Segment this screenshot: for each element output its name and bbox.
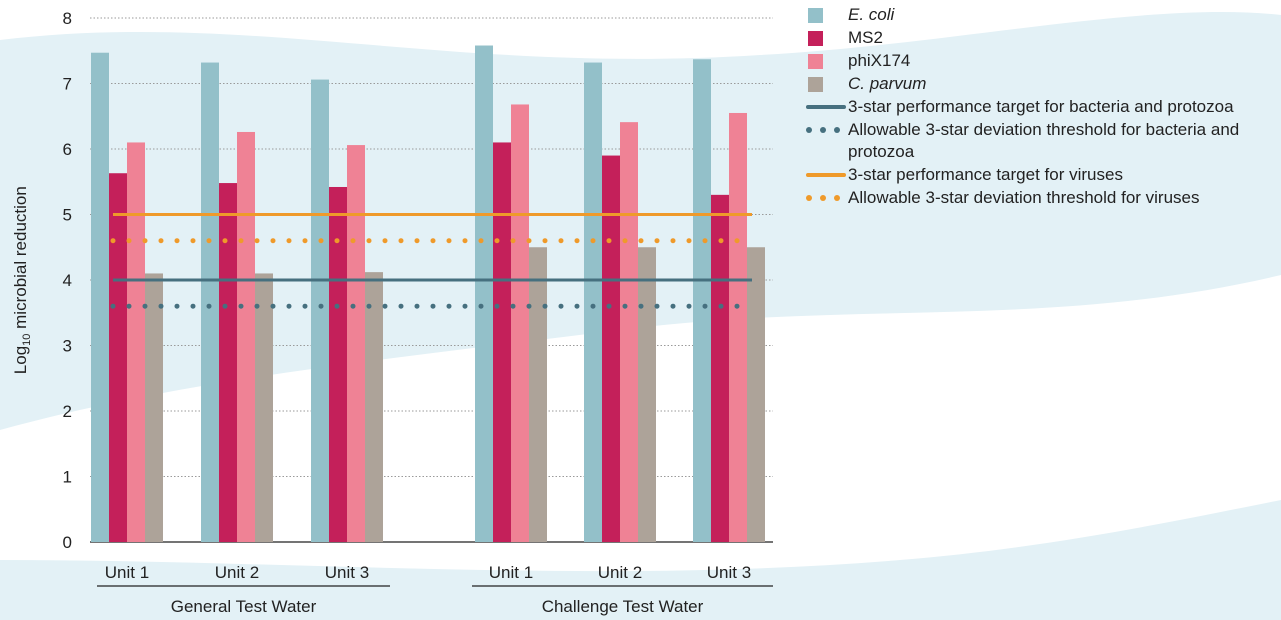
legend-swatch (804, 4, 848, 26)
bar-c-parvum (747, 247, 765, 542)
swatch-phix174 (808, 54, 823, 69)
legend-item-phix174: phiX174 (804, 50, 1274, 72)
group-label: General Test Water (171, 597, 317, 616)
bar-phix174 (620, 122, 638, 543)
bar-phix174 (511, 104, 529, 543)
legend-swatch (804, 27, 848, 49)
swatch-cparvum (808, 77, 823, 92)
y-tick-label: 2 (63, 402, 72, 421)
bar-e-coli (475, 45, 493, 542)
legend-label: Allowable 3-star deviation threshold for… (848, 120, 1240, 161)
bar-c-parvum (529, 247, 547, 542)
bar-ms2 (109, 173, 127, 543)
legend-item-threshold-bacteria: Allowable 3-star deviation threshold for… (804, 119, 1274, 163)
legend-item-target-bacteria: 3-star performance target for bacteria a… (804, 96, 1274, 118)
legend-swatch (804, 119, 848, 141)
bar-e-coli (693, 59, 711, 542)
legend-swatch (804, 73, 848, 95)
legend-label: 3-star performance target for bacteria a… (848, 97, 1234, 116)
legend-label: MS2 (848, 28, 883, 47)
y-tick-label: 0 (63, 533, 72, 552)
legend-swatch (804, 187, 848, 209)
y-axis-label: Log10 microbial reduction (11, 186, 33, 374)
y-axis-label-prefix: Log (10, 345, 30, 375)
legend-label: Allowable 3-star deviation threshold for… (848, 188, 1200, 207)
y-tick-label: 7 (63, 75, 72, 94)
legend-item-ms2: MS2 (804, 27, 1274, 49)
bars (91, 45, 765, 543)
x-tick-label: Unit 3 (707, 563, 751, 582)
bar-ms2 (219, 183, 237, 542)
x-tick-label: Unit 1 (105, 563, 149, 582)
bar-c-parvum (255, 273, 273, 542)
y-tick-label: 4 (63, 271, 72, 290)
swatch-ms2 (808, 31, 823, 46)
bar-ms2 (602, 155, 620, 543)
bar-phix174 (127, 142, 145, 542)
y-tick-label: 3 (63, 337, 72, 356)
legend-swatch (804, 164, 848, 186)
legend-dot (820, 195, 826, 201)
y-tick-label: 1 (63, 468, 72, 487)
x-tick-label: Unit 2 (598, 563, 642, 582)
bar-c-parvum (145, 273, 163, 542)
bar-e-coli (584, 62, 602, 542)
bar-e-coli (201, 62, 219, 542)
swatch-ecoli (808, 8, 823, 23)
reference-lines (110, 213, 755, 309)
legend-dot (806, 127, 812, 133)
legend-dot (834, 195, 840, 201)
legend-label: 3-star performance target for viruses (848, 165, 1123, 184)
legend-item-cparvum: C. parvum (804, 73, 1274, 95)
dotted-line-swatch (806, 127, 848, 133)
y-axis-label-rest: microbial reduction (10, 186, 30, 334)
bar-ms2 (329, 186, 347, 543)
legend-label: phiX174 (848, 51, 911, 70)
bar-c-parvum (638, 247, 656, 542)
legend-label: E. coli (848, 5, 895, 24)
bar-ms2 (493, 142, 511, 542)
y-tick-label: 5 (63, 206, 72, 225)
bar-e-coli (311, 79, 329, 542)
y-tick-label: 8 (63, 9, 72, 28)
dotted-line-swatch (806, 195, 848, 201)
bar-e-coli (91, 52, 109, 543)
y-axis-label-subscript: 10 (21, 333, 34, 346)
bar-c-parvum (365, 272, 383, 542)
x-tick-label: Unit 2 (215, 563, 259, 582)
bar-ms2 (711, 194, 729, 542)
solid-line-swatch (806, 173, 846, 177)
legend-dot (834, 127, 840, 133)
x-tick-label: Unit 3 (325, 563, 369, 582)
solid-line-swatch (806, 105, 846, 109)
legend-item-threshold-viruses: Allowable 3-star deviation threshold for… (804, 187, 1274, 209)
legend-label: C. parvum (848, 74, 927, 93)
x-axis: Unit 1 Unit 2 Unit 3 Unit 1 Unit 2 Unit 3 Gene… (97, 563, 773, 616)
y-tick-labels: 0 1 2 3 4 5 6 7 8 (63, 9, 72, 552)
bar-phix174 (729, 112, 747, 542)
group-label: Challenge Test Water (542, 597, 704, 616)
legend-item-target-viruses: 3-star performance target for viruses (804, 164, 1274, 186)
legend-swatch (804, 96, 848, 118)
legend-dot (820, 127, 826, 133)
y-tick-label: 6 (63, 140, 72, 159)
legend-item-ecoli: E. coli (804, 4, 1274, 26)
bar-phix174 (237, 131, 255, 542)
background-band-lower (0, 500, 1281, 620)
x-tick-label: Unit 1 (489, 563, 533, 582)
legend-dot (806, 195, 812, 201)
legend-swatch (804, 50, 848, 72)
legend: E. coli MS2 phiX174 C. parvum 3-star per… (804, 4, 1274, 210)
bar-phix174 (347, 145, 365, 542)
